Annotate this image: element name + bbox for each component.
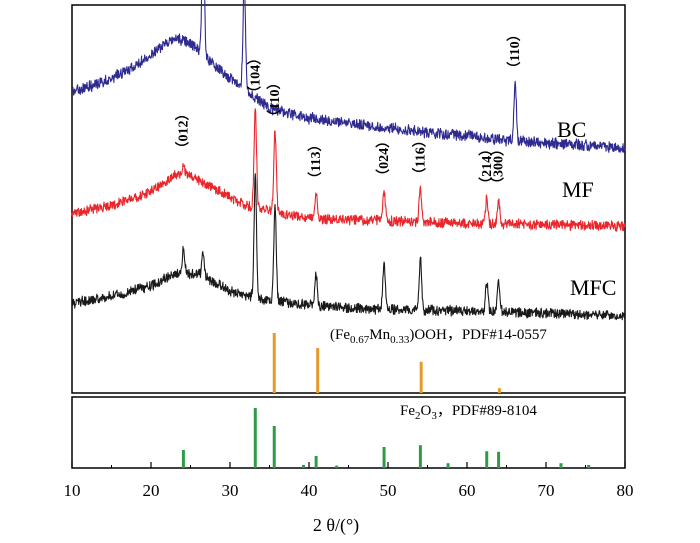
reference-title-part: 0.67 <box>350 334 370 346</box>
peak-label: （113） <box>308 137 324 185</box>
peak-label: （110） <box>267 76 283 124</box>
peak-label: （300） <box>491 142 507 191</box>
x-tick-label: 50 <box>380 481 397 500</box>
reference-title-part: Fe <box>400 403 415 419</box>
reference-title-part: ，PDF#89-8104 <box>437 403 538 419</box>
x-tick-label: 60 <box>459 481 476 500</box>
x-tick-label: 80 <box>617 481 634 500</box>
xrd-series-line <box>71 173 626 321</box>
x-tick-label: 70 <box>538 481 555 500</box>
peak-label: （012） <box>175 107 191 156</box>
reference-title-part: 0.33 <box>390 334 410 346</box>
reference-title-part: (Fe <box>330 327 350 343</box>
peak-label: （116） <box>412 133 428 181</box>
reference-title: Fe2O3，PDF#89-8104 <box>400 403 537 422</box>
xrd-series-line <box>71 108 626 232</box>
reference-title-part: O <box>421 403 432 419</box>
series-label: MF <box>562 177 594 202</box>
xrd-series-line <box>71 0 626 153</box>
x-tick-label: 40 <box>301 481 318 500</box>
upper-plot-frame <box>71 4 626 394</box>
peak-label: （024） <box>376 134 392 183</box>
lower-plot-frame <box>71 396 626 469</box>
peak-label: （110） <box>507 27 523 75</box>
x-tick-label: 20 <box>143 481 160 500</box>
reference-title-part: Mn <box>369 327 390 343</box>
x-tick-label: 30 <box>222 481 239 500</box>
series-label: BC <box>557 117 586 142</box>
series-label: MFC <box>570 275 616 300</box>
reference-title: (Fe0.67Mn0.33)OOH，PDF#14-0557 <box>330 327 547 346</box>
reference-title-part: )OOH，PDF#14-0557 <box>409 327 547 343</box>
reference-title-part: 3 <box>431 410 437 422</box>
x-axis-title: 2 θ/(°) <box>313 515 359 536</box>
x-tick-label: 10 <box>64 481 81 500</box>
peak-label: （214） <box>479 142 495 191</box>
peak-label: （104） <box>247 51 263 100</box>
reference-title-part: 2 <box>415 410 421 422</box>
